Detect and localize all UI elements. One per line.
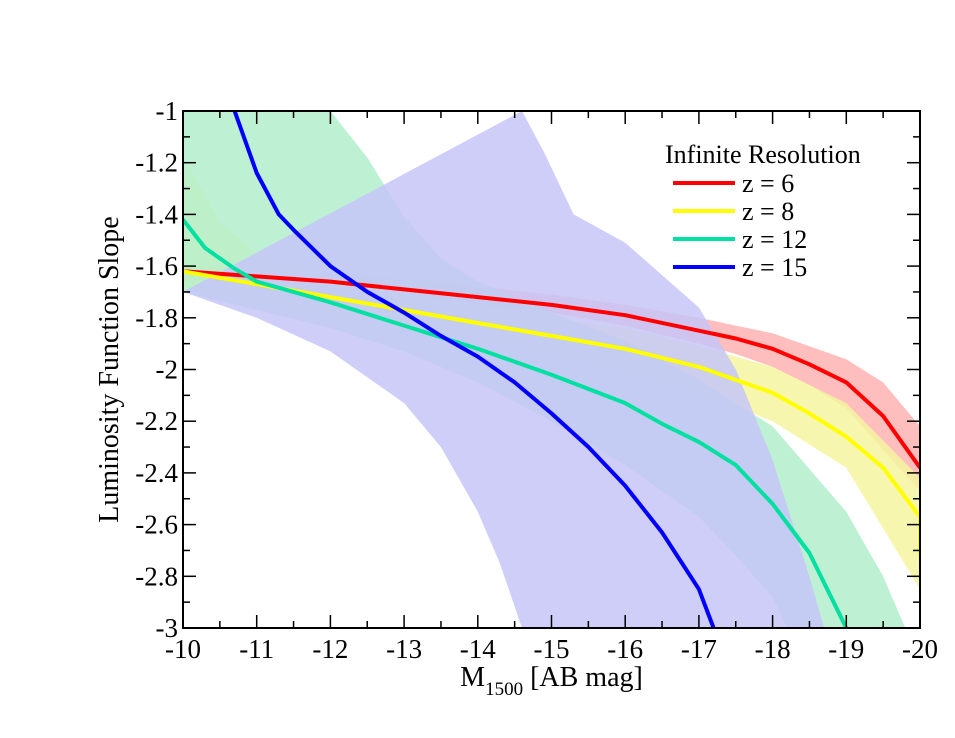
y-tick-label: -2.6 bbox=[135, 510, 178, 540]
x-axis-title-main: M bbox=[460, 662, 485, 693]
x-tick-label: -18 bbox=[755, 634, 791, 664]
x-tick-label: -16 bbox=[607, 634, 643, 664]
y-tick-label: -2.2 bbox=[135, 406, 178, 436]
line-series-1 bbox=[183, 269, 920, 556]
x-tick-label: -12 bbox=[312, 634, 348, 664]
legend-label-series-1: z = 8 bbox=[742, 197, 794, 226]
y-tick-label: -1.2 bbox=[135, 148, 178, 178]
confidence-bands bbox=[183, 111, 920, 628]
x-tick-label: -15 bbox=[534, 634, 570, 664]
y-tick-label: -1.4 bbox=[135, 199, 178, 229]
line-series-2 bbox=[183, 218, 849, 628]
x-tick-label: -11 bbox=[239, 634, 274, 664]
y-tick-label: -2.4 bbox=[135, 458, 178, 488]
x-axis-title-unit: [AB mag] bbox=[523, 662, 643, 693]
legend-label-series-0: z = 6 bbox=[742, 169, 794, 198]
line-series-0 bbox=[183, 269, 920, 469]
x-tick-label: -20 bbox=[902, 634, 938, 664]
x-axis-title: M1500 [AB mag] bbox=[460, 662, 643, 700]
x-tick-label: -17 bbox=[681, 634, 717, 664]
y-tick-label: -1.8 bbox=[135, 303, 178, 333]
x-tick-label: -10 bbox=[165, 634, 201, 664]
legend-title: Infinite Resolution bbox=[665, 140, 861, 169]
y-tick-label: -1 bbox=[156, 96, 179, 126]
legend-label-series-2: z = 12 bbox=[742, 225, 807, 254]
y-axis-title: Luminosity Function Slope bbox=[94, 216, 125, 522]
tick-labels: -10 -11 -12 -13 -14 -15 -16 -17 -18 -19 -20 -1 -1.2 -… bbox=[135, 96, 938, 664]
axis-ticks bbox=[182, 110, 921, 629]
band-series-3 bbox=[183, 111, 825, 628]
legend: Infinite Resolution z = 6z = 8z = 12z = … bbox=[665, 140, 861, 282]
y-tick-label: -3 bbox=[156, 613, 179, 643]
y-tick-label: -2.8 bbox=[135, 561, 178, 591]
x-tick-label: -19 bbox=[828, 634, 864, 664]
line-series-3 bbox=[232, 111, 716, 628]
legend-label-series-3: z = 15 bbox=[742, 253, 807, 282]
x-tick-label: -14 bbox=[460, 634, 496, 664]
y-tick-label: -2 bbox=[156, 355, 179, 385]
x-axis-title-sub: 1500 bbox=[485, 679, 523, 700]
y-tick-label: -1.6 bbox=[135, 251, 178, 281]
x-tick-label: -13 bbox=[386, 634, 422, 664]
band-series-1 bbox=[183, 154, 920, 590]
series-lines bbox=[183, 111, 920, 628]
